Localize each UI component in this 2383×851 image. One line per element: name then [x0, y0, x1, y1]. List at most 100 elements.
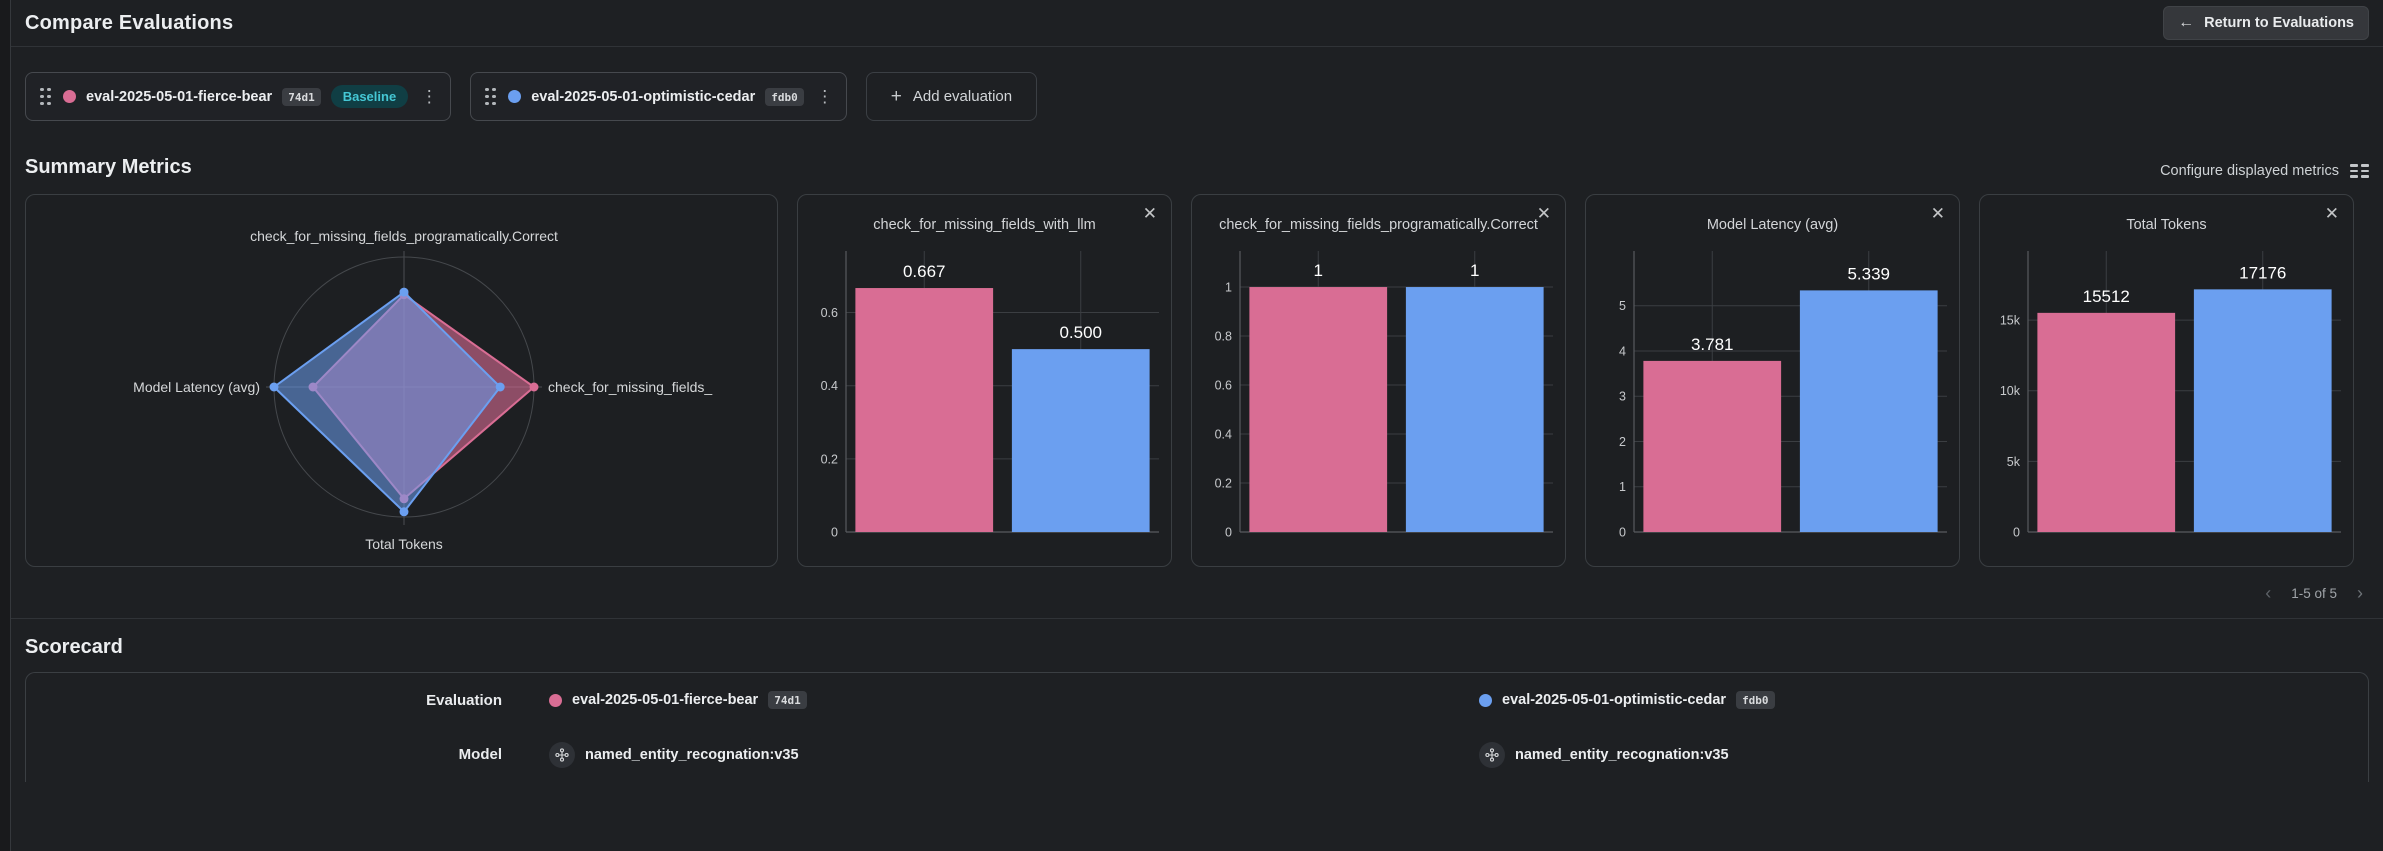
evaluation-name: eval-2025-05-01-fierce-bear [86, 88, 273, 105]
baseline-badge: Baseline [330, 85, 409, 108]
pagination-range-label: 1-5 of 5 [2291, 585, 2337, 601]
compare-evaluations-page: Compare Evaluations ← Return to Evaluati… [10, 0, 2383, 851]
evaluation-color-dot [508, 90, 522, 103]
svg-text:5k: 5k [2007, 455, 2021, 469]
summary-metrics-header: Summary Metrics Configure displayed metr… [11, 156, 2383, 179]
svg-text:1: 1 [1225, 281, 1232, 295]
scorecard-model-cell[interactable]: named_entity_recognation:v35 [518, 727, 1448, 782]
svg-text:5: 5 [1619, 299, 1626, 313]
model-name: named_entity_recognation:v35 [1515, 746, 1729, 763]
chart-title: Model Latency (avg) [1706, 217, 1839, 233]
svg-text:0.667: 0.667 [903, 262, 946, 281]
evaluation-hash-badge: fdb0 [1736, 691, 1775, 709]
top-bar: Compare Evaluations ← Return to Evaluati… [11, 0, 2383, 47]
svg-text:1: 1 [1314, 261, 1323, 280]
close-icon[interactable]: ✕ [1536, 204, 1551, 223]
summary-metrics-pagination: ‹ 1-5 of 5 › [11, 581, 2383, 605]
svg-text:0: 0 [831, 526, 838, 540]
svg-text:4: 4 [1619, 344, 1626, 358]
scorecard-title: Scorecard [25, 636, 123, 658]
svg-text:0.6: 0.6 [1215, 379, 1232, 393]
summary-metrics-title: Summary Metrics [25, 156, 192, 178]
drag-handle-icon[interactable] [483, 86, 498, 108]
section-divider [11, 618, 2383, 619]
svg-text:0: 0 [1225, 526, 1232, 540]
svg-text:0.4: 0.4 [1215, 428, 1232, 442]
evaluation-color-dot [63, 90, 76, 103]
scorecard-header: Scorecard [11, 636, 2383, 659]
configure-displayed-metrics-button[interactable]: Configure displayed metrics [2160, 163, 2369, 179]
summary-metric-cards: check_for_missing_fields_programatically… [11, 194, 2383, 567]
svg-text:0: 0 [1619, 526, 1626, 540]
scorecard-evaluation-cell[interactable]: eval-2025-05-01-optimistic-cedar fdb0 [1448, 673, 2368, 727]
return-to-evaluations-button[interactable]: ← Return to Evaluations [2163, 6, 2369, 40]
evaluation-color-dot [1479, 693, 1492, 707]
close-icon[interactable]: ✕ [1142, 204, 1157, 223]
add-evaluation-button[interactable]: + Add evaluation [865, 72, 1038, 121]
evaluation-chips-row: eval-2025-05-01-fierce-bear 74d1 Baselin… [11, 47, 2383, 121]
svg-text:0.8: 0.8 [1215, 330, 1232, 344]
chip-overflow-menu-icon[interactable]: ⋮ [816, 87, 834, 106]
evaluation-name: eval-2025-05-01-fierce-bear [572, 692, 759, 708]
close-icon[interactable]: ✕ [1930, 204, 1945, 223]
evaluation-name: eval-2025-05-01-optimistic-cedar [531, 88, 756, 105]
svg-text:2: 2 [1619, 435, 1626, 449]
metric-card-check-for-missing-fields-with-llm: ✕ check_for_missing_fields_with_llm 0 0.2… [797, 194, 1172, 567]
evaluation-hash-badge: 74d1 [768, 691, 807, 709]
metric-card-total-tokens: ✕ Total Tokens 0 5k 10k 15k 15512 17176 [1979, 194, 2354, 567]
configure-metrics-icon [2350, 164, 2369, 178]
scorecard-evaluation-cell[interactable]: eval-2025-05-01-fierce-bear 74d1 [518, 673, 1448, 727]
bar-chart: 0 5k 10k 15k 15512 17176 [1980, 237, 2353, 555]
metric-card-check-for-missing-fields-programatically: ✕ check_for_missing_fields_programatical… [1191, 194, 1566, 567]
svg-text:0.500: 0.500 [1059, 323, 1102, 342]
pagination-next-icon[interactable]: › [2357, 583, 2363, 603]
scorecard-row-label-model: Model [458, 746, 502, 763]
svg-text:Total Tokens: Total Tokens [365, 536, 443, 552]
plus-icon: + [890, 85, 902, 107]
svg-text:15512: 15512 [2083, 287, 2130, 306]
scorecard-model-cell[interactable]: named_entity_recognation:v35 [1448, 727, 2368, 782]
model-icon [1479, 741, 1505, 768]
chart-title: check_for_missing_fields_with_llm [873, 217, 1096, 233]
svg-text:15k: 15k [2000, 314, 2021, 328]
evaluation-name: eval-2025-05-01-optimistic-cedar [1502, 692, 1727, 708]
back-arrow-icon: ← [2178, 14, 2195, 31]
scorecard-row-label-evaluation: Evaluation [426, 691, 502, 709]
metric-card-model-latency: ✕ Model Latency (avg) 0 1 2 3 4 5 3.781 5.339 [1585, 194, 1960, 567]
scorecard-table: Evaluation eval-2025-05-01-fierce-bear 7… [25, 672, 2369, 782]
evaluation-chip-baseline[interactable]: eval-2025-05-01-fierce-bear 74d1 Baselin… [25, 72, 452, 121]
svg-text:0: 0 [2013, 526, 2020, 540]
radar-chart: check_for_missing_fields_programatically… [26, 195, 777, 566]
svg-text:0.6: 0.6 [821, 306, 838, 320]
svg-text:17176: 17176 [2239, 263, 2286, 282]
svg-text:3.781: 3.781 [1691, 335, 1734, 354]
svg-text:0.2: 0.2 [1215, 477, 1232, 491]
evaluation-color-dot [549, 693, 562, 707]
bar-chart: 0 0.2 0.4 0.6 0.667 0.500 [798, 237, 1171, 555]
configure-metrics-label: Configure displayed metrics [2160, 163, 2339, 179]
drag-handle-icon[interactable] [38, 86, 53, 108]
close-icon[interactable]: ✕ [2324, 204, 2339, 223]
svg-text:10k: 10k [2000, 384, 2021, 398]
evaluation-hash-badge: fdb0 [765, 87, 804, 106]
svg-text:check_for_missing_fields_progr: check_for_missing_fields_programatically… [250, 228, 558, 244]
pagination-prev-icon[interactable]: ‹ [2265, 583, 2272, 603]
page-title: Compare Evaluations [25, 11, 234, 34]
model-icon [549, 741, 575, 768]
svg-text:Model Latency (avg): Model Latency (avg) [133, 379, 260, 395]
radar-chart-card: check_for_missing_fields_programatically… [25, 194, 778, 567]
svg-text:0.4: 0.4 [821, 379, 838, 393]
svg-text:1: 1 [1470, 261, 1479, 280]
chart-title: Total Tokens [2126, 217, 2207, 233]
svg-text:3: 3 [1619, 390, 1626, 404]
svg-text:check_for_missing_fields_: check_for_missing_fields_ [548, 379, 712, 395]
model-name: named_entity_recognation:v35 [585, 746, 799, 763]
chip-overflow-menu-icon[interactable]: ⋮ [420, 87, 438, 106]
svg-text:5.339: 5.339 [1847, 264, 1890, 283]
evaluation-chip-compare[interactable]: eval-2025-05-01-optimistic-cedar fdb0 ⋮ [470, 72, 847, 121]
bar-chart: 0 1 2 3 4 5 3.781 5.339 [1586, 237, 1959, 555]
chart-title: check_for_missing_fields_programatically… [1219, 217, 1538, 233]
evaluation-hash-badge: 74d1 [282, 87, 321, 106]
add-evaluation-label: Add evaluation [912, 88, 1013, 105]
svg-text:1: 1 [1619, 480, 1626, 494]
